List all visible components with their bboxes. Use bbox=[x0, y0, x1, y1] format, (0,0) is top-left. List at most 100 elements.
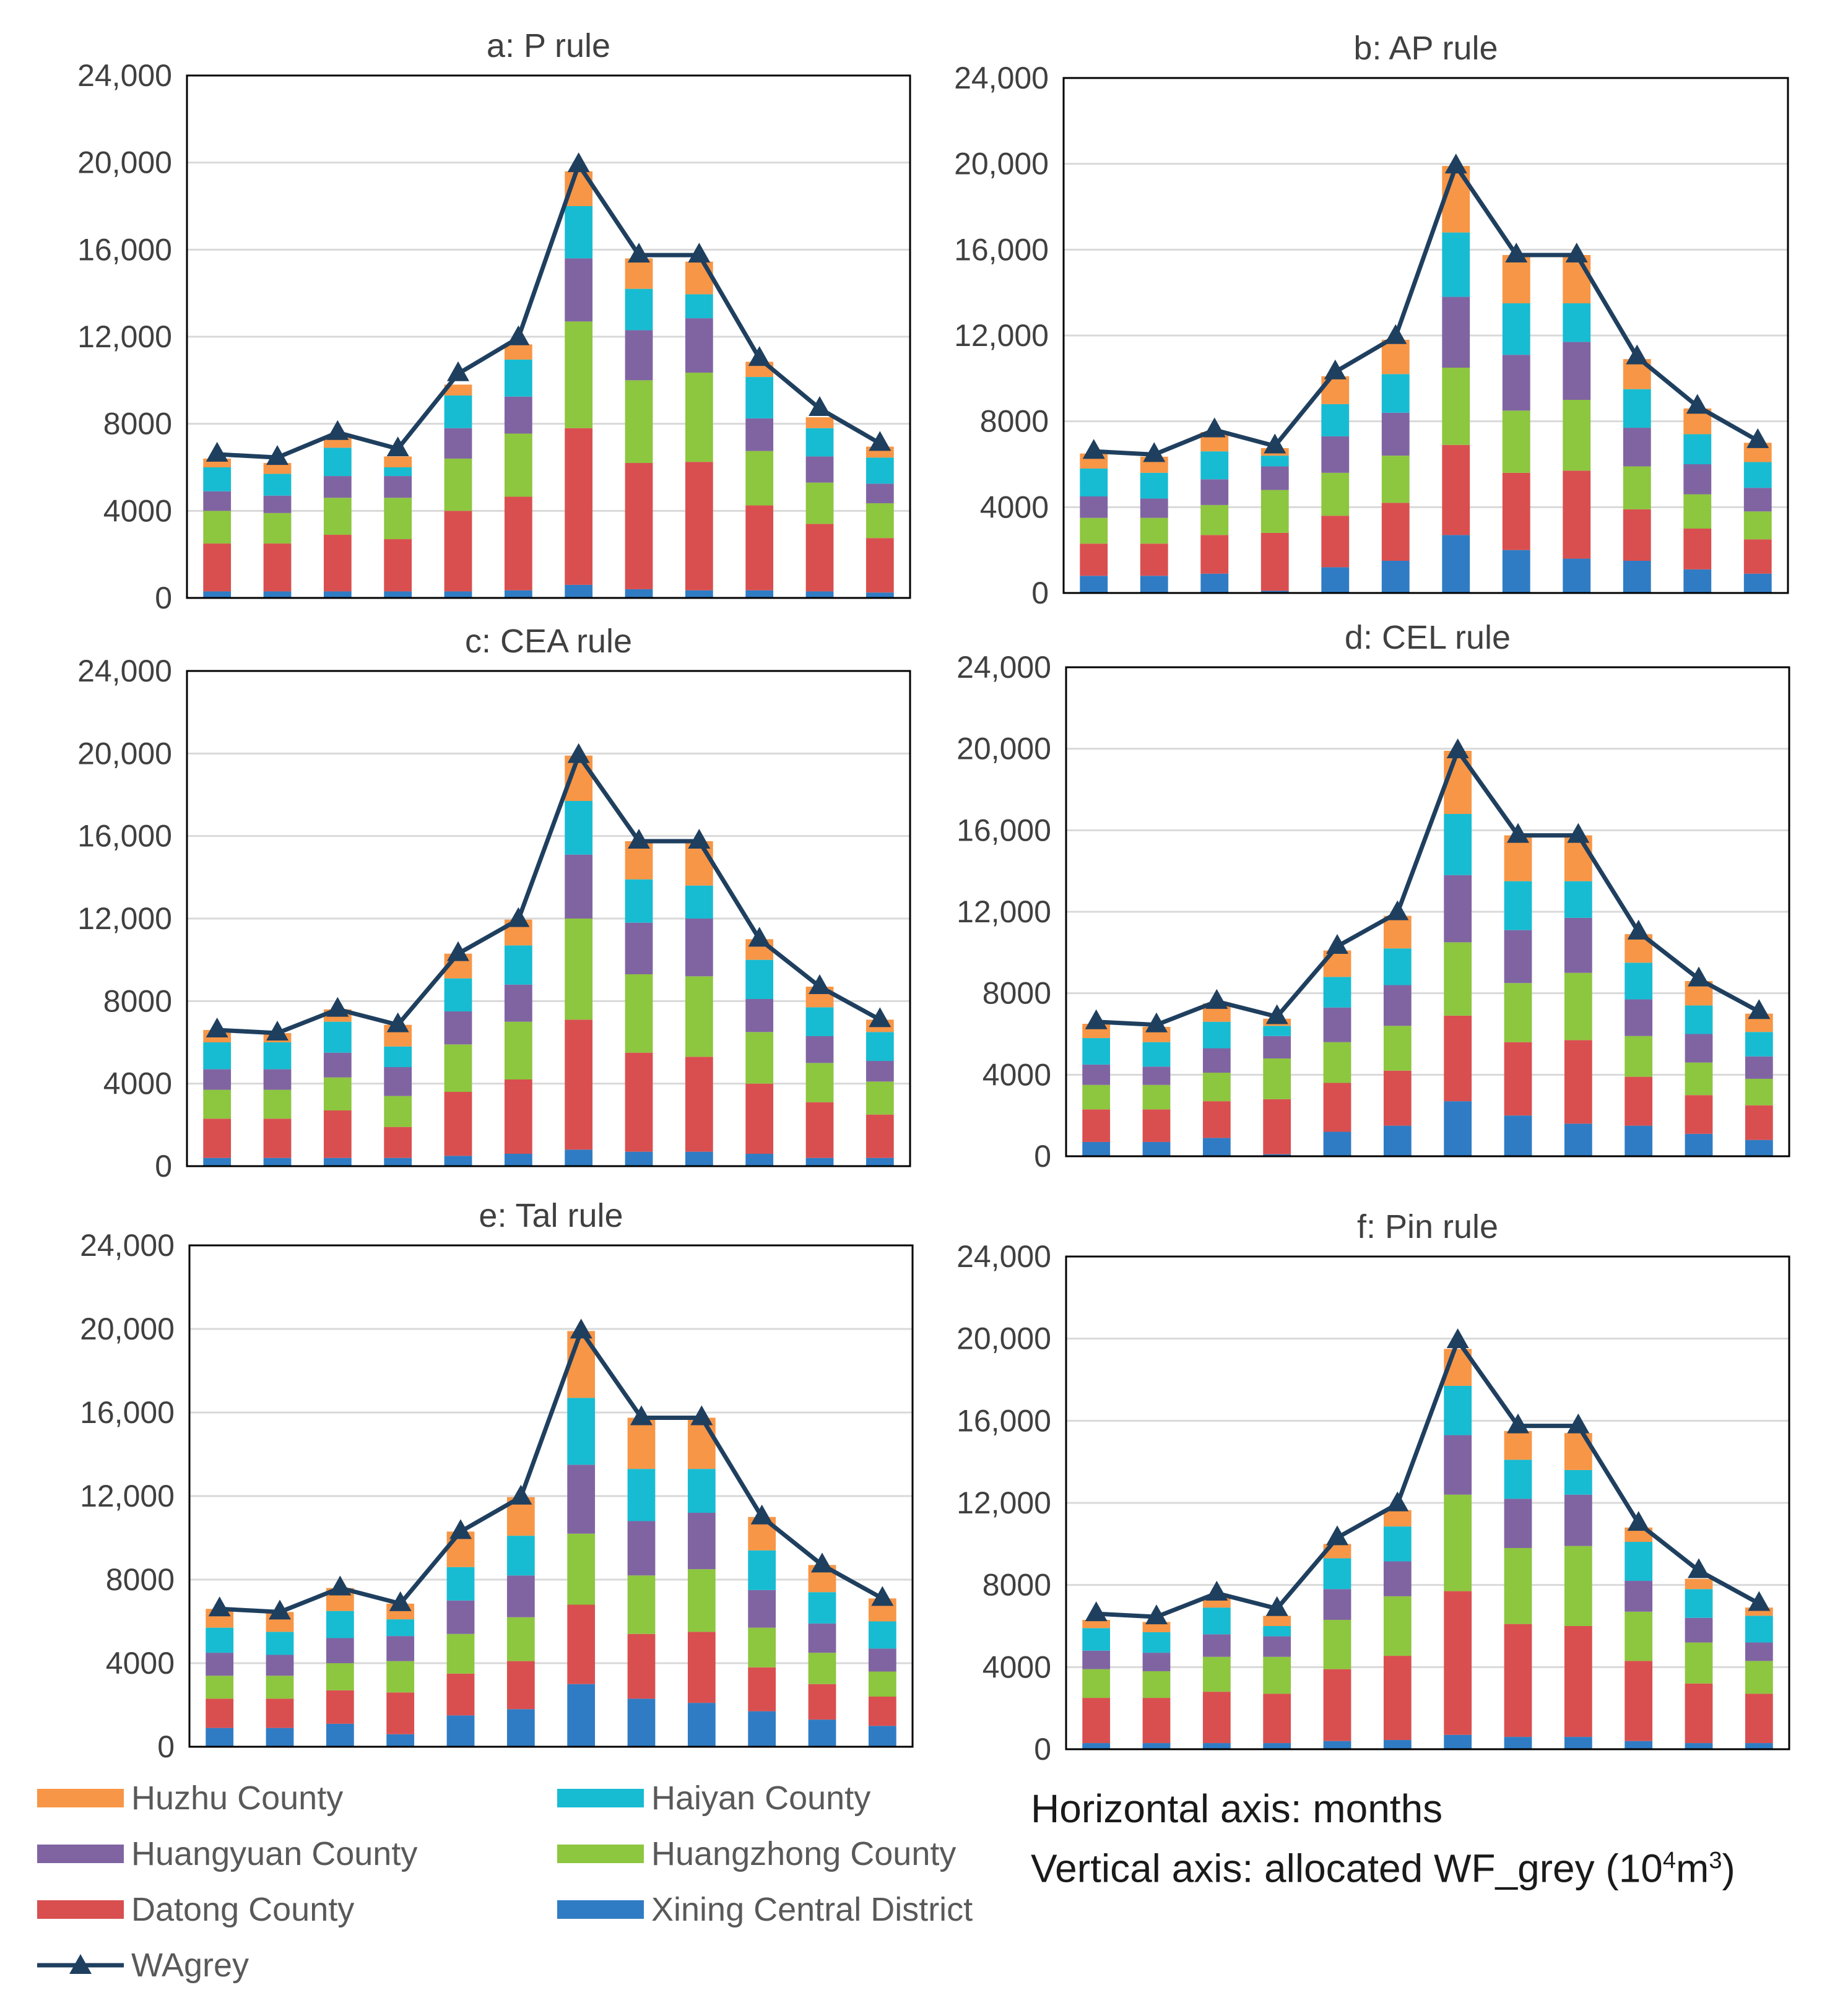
chart-a-ytick-label: 8000 bbox=[103, 407, 172, 441]
chart-e-bar-segment bbox=[808, 1653, 836, 1684]
chart-b-bar-segment bbox=[1563, 400, 1591, 471]
chart-c-bar-segment bbox=[323, 1052, 352, 1078]
chart-d-bar-segment bbox=[1745, 1056, 1773, 1079]
chart-d-bar-segment bbox=[1745, 1078, 1773, 1105]
chart-a-wagrey-marker bbox=[206, 441, 228, 462]
chart-b-bar-segment bbox=[1442, 535, 1470, 593]
chart-b-wagrey-marker bbox=[1203, 417, 1226, 438]
chart-b-plot-frame bbox=[1062, 77, 1789, 594]
chart-a-bar-segment bbox=[745, 590, 774, 598]
chart-c-bar-segment bbox=[745, 1154, 774, 1166]
chart-b-title: b: AP rule bbox=[1353, 30, 1498, 67]
chart-c-bar-segment bbox=[263, 1157, 292, 1166]
legend-item-huzhu: Huzhu County bbox=[37, 1773, 343, 1823]
chart-f-wagrey-marker bbox=[1446, 1328, 1469, 1348]
chart-f-bar-segment bbox=[1504, 1460, 1532, 1499]
chart-a-bar-segment bbox=[625, 330, 653, 381]
chart-e-bar-segment bbox=[386, 1636, 415, 1661]
chart-e-bar-segment bbox=[386, 1661, 415, 1693]
chart-b-bar-segment bbox=[1623, 389, 1651, 428]
chart-b-bar-segment bbox=[1381, 503, 1410, 561]
chart-d-ytick-label: 0 bbox=[1034, 1139, 1051, 1174]
chart-a-bar-segment bbox=[685, 261, 713, 295]
chart-d-bar-segment bbox=[1383, 948, 1412, 985]
chart-f-plot-frame bbox=[1065, 1255, 1790, 1750]
chart-a-bar-segment bbox=[323, 476, 352, 498]
chart-b-wagrey-marker bbox=[1626, 344, 1649, 365]
chart-c-bar-segment bbox=[323, 1157, 352, 1166]
chart-a-bar-segment bbox=[865, 503, 894, 539]
chart-d-bar-segment bbox=[1504, 930, 1532, 984]
chart-c-bar-segment bbox=[685, 1057, 713, 1152]
chart-c-bar-segment bbox=[865, 1157, 894, 1166]
chart-b-bar-segment bbox=[1563, 342, 1591, 400]
chart-d-title: d: CEL rule bbox=[1345, 619, 1511, 656]
chart-a-bar-segment bbox=[504, 496, 532, 591]
chart-f-bar-segment bbox=[1202, 1656, 1231, 1692]
chart-d-bar-segment bbox=[1142, 1042, 1171, 1067]
chart-c-bar-segment bbox=[625, 974, 653, 1053]
chart-e-bar-segment bbox=[266, 1676, 294, 1699]
chart-b-bar-segment bbox=[1080, 576, 1108, 593]
chart-b-wagrey-marker bbox=[1444, 154, 1467, 174]
chart-e-bar-segment bbox=[206, 1653, 234, 1676]
chart-f-bar-segment bbox=[1444, 1385, 1472, 1435]
chart-a-bar-segment bbox=[805, 591, 834, 598]
chart-a-bar-segment bbox=[745, 377, 774, 418]
chart-b-bar-segment bbox=[1623, 509, 1651, 561]
chart-b-bar-segment bbox=[1140, 498, 1168, 518]
chart-b-wagrey-marker bbox=[1746, 428, 1769, 448]
chart-a-bar-segment bbox=[685, 462, 713, 591]
chart-f-bar-segment bbox=[1444, 1494, 1472, 1591]
chart-e-bar-segment bbox=[386, 1692, 415, 1734]
chart-c-wagrey-marker bbox=[326, 997, 349, 1017]
chart-e-bar-segment bbox=[266, 1632, 294, 1655]
chart-a-bar-segment bbox=[685, 590, 713, 598]
legend-item-huangyuan: Huangyuan County bbox=[37, 1829, 417, 1879]
chart-d-bar-segment bbox=[1444, 1101, 1472, 1156]
chart-f-bar-segment bbox=[1625, 1542, 1653, 1581]
chart-f-bar-segment bbox=[1504, 1499, 1532, 1548]
chart-f-bar-segment bbox=[1564, 1494, 1592, 1546]
chart-e-bar-segment bbox=[206, 1676, 234, 1699]
chart-e-bar-segment bbox=[446, 1600, 475, 1634]
chart-e-bar-segment bbox=[748, 1590, 776, 1628]
chart-e-bar-segment bbox=[748, 1711, 776, 1747]
chart-f-bar-segment bbox=[1142, 1671, 1171, 1698]
chart-d-bar-segment bbox=[1202, 1048, 1231, 1073]
chart-c-bar-segment bbox=[865, 1081, 894, 1115]
chart-a-wagrey-marker bbox=[326, 420, 349, 440]
chart-c-ytick-label: 12,000 bbox=[77, 901, 172, 936]
chart-b-bar-segment bbox=[1080, 543, 1108, 576]
chart-b-bar-segment bbox=[1381, 456, 1410, 503]
chart-c-bar-segment bbox=[805, 1063, 834, 1102]
chart-e-ytick-label: 24,000 bbox=[80, 1228, 175, 1263]
chart-f-bar-segment bbox=[1625, 1741, 1653, 1749]
chart-a-plot-frame bbox=[186, 74, 911, 599]
legend-label-xining: Xining Central District bbox=[651, 1891, 973, 1928]
chart-f-wagrey-marker bbox=[1085, 1601, 1108, 1622]
legend-item-huangzhong: Huangzhong County bbox=[557, 1829, 956, 1879]
chart-a-bar-segment bbox=[384, 456, 412, 467]
chart-a-bar-segment bbox=[203, 467, 232, 491]
chart-d-bar-segment bbox=[1082, 1064, 1111, 1085]
chart-b-wagrey-marker bbox=[1082, 439, 1105, 459]
chart-c-plot-frame bbox=[186, 670, 911, 1167]
chart-c-bar-segment bbox=[444, 1092, 472, 1156]
chart-f-wagrey-marker bbox=[1627, 1511, 1650, 1531]
chart-a-bar-segment bbox=[504, 344, 532, 360]
chart-e-ytick-label: 8000 bbox=[106, 1562, 175, 1597]
chart-a-bar-segment bbox=[685, 294, 713, 319]
chart-e-bar-segment bbox=[386, 1734, 415, 1747]
chart-a-bar-segment bbox=[565, 258, 593, 322]
chart-c-bar-segment bbox=[263, 1089, 292, 1119]
chart-d-bar-segment bbox=[1383, 1125, 1412, 1156]
chart-b-bar-segment bbox=[1140, 576, 1168, 593]
chart-f-bar-segment bbox=[1263, 1626, 1291, 1637]
chart-e-wagrey-marker bbox=[871, 1586, 894, 1606]
chart-f-bar-segment bbox=[1142, 1622, 1171, 1632]
chart-a-title: a: P rule bbox=[487, 27, 610, 64]
chart-d-bar-segment bbox=[1263, 1026, 1291, 1036]
chart-e-bar-segment bbox=[748, 1667, 776, 1711]
